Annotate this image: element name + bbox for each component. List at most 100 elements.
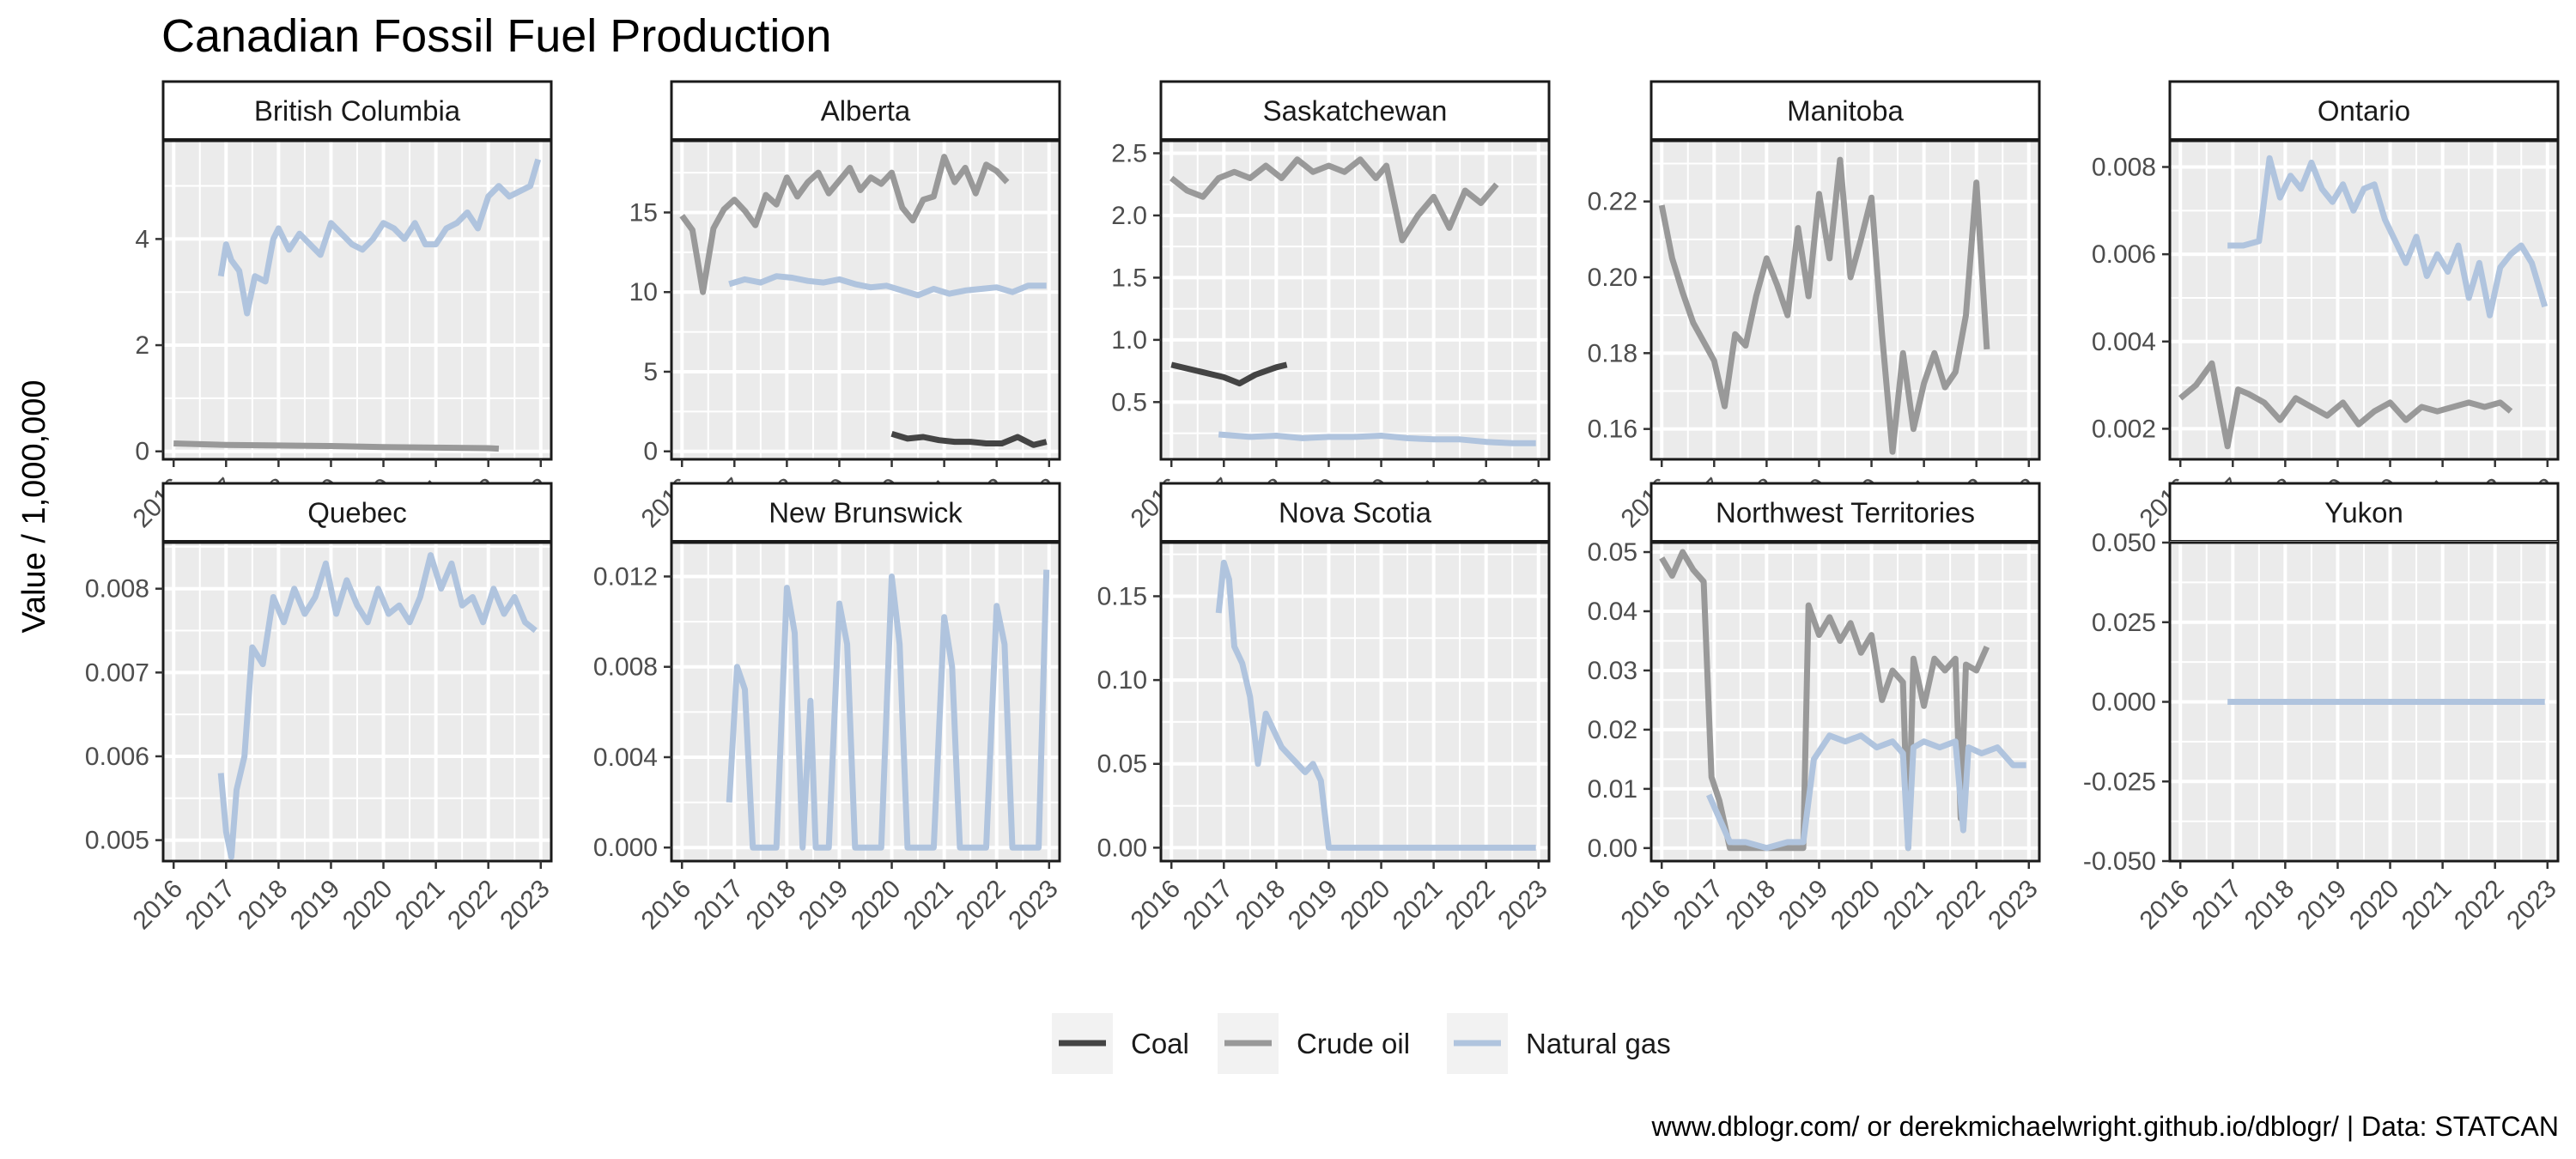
y-tick-label: 0.05 [1097,750,1147,779]
panel-strip-label: Saskatchewan [1263,95,1448,127]
series-line-natural-gas [1215,559,1536,851]
panel-strip-label: Alberta [821,95,911,127]
y-tick-label: 0.16 [1588,416,1637,444]
y-tick-label: 0.20 [1588,264,1637,292]
y-tick-label: 1.0 [1111,326,1147,355]
x-tick-label: 2018 [2239,875,2300,936]
panel-yukon: Yukon -0.050 -0.025 0.000 0.025 0.050 20162017… [2083,482,2562,935]
panel-border [161,541,553,863]
series-line-crude-oil [1170,156,1499,244]
panel-strip-label: Quebec [307,497,407,529]
x-tick-label: 2022 [1440,875,1501,936]
x-tick-label: 2020 [846,875,907,936]
y-tick-label: 0.025 [2092,609,2156,637]
y-tick-label: 0.00 [1097,834,1147,862]
panel-series [2178,155,2549,450]
y-tick-label: 2 [135,331,149,360]
y-axis: 0.005 0.006 0.007 0.008 [85,575,163,855]
panel-strip [1649,80,2041,143]
legend-item-natural-gas: Natural gas [1447,1013,1671,1074]
panel-ontario: Ontario0.0020.0040.0060.0082016201720182… [2092,80,2562,533]
y-tick-label: 15 [629,198,658,227]
x-tick-label: 2021 [2397,875,2458,936]
x-tick-label: 2023 [1983,875,2044,936]
y-tick-label: 2.0 [1111,202,1147,230]
y-axis: 0.00 0.05 0.10 0.15 [1097,582,1161,862]
series-line-crude-oil [679,154,1010,295]
y-tick-label: 0.004 [593,743,658,772]
x-tick-label: 2022 [1930,875,1991,936]
y-tick-label: 0 [135,438,149,466]
panel-border [1649,139,2041,461]
panel-series [1170,156,1536,446]
legend-label: Coal [1131,1028,1189,1059]
x-tick-label: 2023 [495,875,556,936]
panel-strip-label: Ontario [2318,95,2410,127]
series-line-natural-gas [726,569,1050,851]
panel-strip-label: Nova Scotia [1279,497,1432,529]
x-tick-label: 2017 [180,875,241,936]
panel-quebec: Quebec0.0050.0060.0070.00820162017201820… [85,482,556,936]
y-tick-label: 0.15 [1097,582,1147,610]
series-line-coal [890,430,1048,448]
y-tick-label: 0.000 [593,834,658,862]
panel-series [679,154,1048,448]
x-tick-label: 2021 [1388,875,1449,936]
series-line-crude-oil [1659,549,1990,852]
y-axis: -0.050 -0.025 0.000 0.025 0.050 [2083,529,2170,876]
panel-grid [163,543,551,861]
panel-strip-label: Yukon [2324,497,2403,529]
panel-series [1659,549,2026,852]
x-tick-label: 2016 [1126,875,1187,936]
x-tick-label: 2021 [1878,875,1939,936]
panel-series [173,158,542,452]
panel-border [161,139,553,461]
x-tick-label: 2018 [233,875,294,936]
x-tick-label: 2018 [1721,875,1782,936]
y-tick-label: 0.008 [593,653,658,682]
y-tick-label: 0.04 [1588,598,1637,626]
panel-strip-label: New Brunswick [769,497,963,529]
y-tick-label: 0.002 [2092,415,2156,443]
panel-grid [671,141,1060,459]
y-axis: 0.000 0.004 0.008 0.012 [593,562,671,862]
panel-new-brunswick: New Brunswick 0.000 0.004 0.008 0.012 2016 201… [593,482,1064,936]
y-tick-label: 0.005 [85,827,149,855]
panel-border [1649,541,2041,863]
x-tick-label: 2023 [1003,875,1064,936]
x-tick-label: 2020 [1335,875,1396,936]
y-tick-label: 0.008 [85,575,149,604]
x-tick-label: 2019 [285,875,346,936]
series-line-natural-gas [217,158,542,317]
x-tick-label: 2020 [337,875,398,936]
x-tick-label: 2019 [793,875,854,936]
y-tick-label: 0.02 [1588,716,1637,744]
y-axis-label: Value / 1,000,000 [16,379,52,633]
legend: Coal Crude oil Natural gas [1052,1013,1671,1074]
panel-series [217,552,538,860]
y-axis: 0.5 1.0 1.5 2.0 2.5 [1111,139,1161,416]
panel-alberta: Alberta051015201620172018201920202021202… [629,80,1064,533]
y-tick-label: 0.004 [2092,328,2156,356]
y-tick-label: -0.025 [2083,768,2156,796]
panel-strip [670,80,1061,143]
y-tick-label: 0.050 [2092,529,2156,557]
chart-title: Canadian Fossil Fuel Production [161,10,831,62]
series-line-crude-oil [2178,360,2513,450]
y-tick-label: 0.012 [593,562,658,591]
panel-strip-label: Northwest Territories [1716,497,1975,529]
x-tick-label: 2020 [2344,875,2405,936]
y-axis: 0 2 4 [135,225,163,466]
panel-manitoba: Manitoba0.160.180.200.222016201720182019… [1588,80,2044,533]
x-tick-label: 2023 [1492,875,1553,936]
panel-strip [1649,482,2041,544]
y-axis: 0 5 10 15 [629,198,671,466]
y-tick-label: 0.5 [1111,388,1147,416]
x-tick-label: 2016 [636,875,697,936]
panel-british-columbia: British Columbia024201620172018201920202… [128,80,556,533]
panel-saskatchewan: Saskatchewan0.51.01.52.02.52016201720182… [1111,80,1553,533]
x-tick-label: 2019 [1283,875,1344,936]
